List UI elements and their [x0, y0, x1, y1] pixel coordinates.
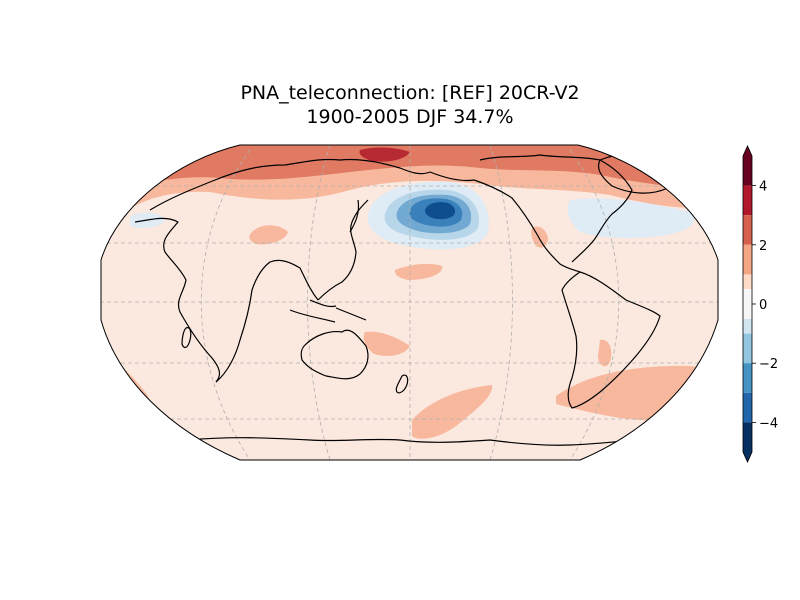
coastline-south-asia	[317, 199, 369, 301]
map-title-line2: 1900-2005 DJF 34.7%	[306, 106, 514, 128]
colorbar-tick-label: −4	[759, 416, 778, 431]
map-title-line1: PNA_teleconnection: [REF] 20CR-V2	[240, 82, 580, 104]
anomaly-patch-south-pacific-1	[363, 331, 410, 356]
coastline-australia	[300, 329, 369, 380]
coastline-new-zealand	[395, 374, 409, 394]
coastline-japan	[349, 199, 360, 233]
coastlines	[134, 152, 679, 446]
colorbar-segment	[743, 392, 752, 423]
colorbar-tick-label: 0	[759, 298, 767, 313]
colorbar-segment	[743, 244, 752, 275]
colorbar-tick-label: 2	[759, 239, 767, 254]
arctic-strong-anomaly	[359, 147, 410, 162]
arctic-mid-anomaly	[101, 145, 718, 195]
coastline-south-america	[561, 271, 661, 409]
anomaly-patch-south-pacific-2	[412, 385, 493, 439]
coastline-north-america	[429, 171, 581, 273]
coastline-antarctica	[189, 437, 661, 446]
colorbar-segment	[743, 274, 752, 290]
anomaly-patch-asia	[249, 225, 288, 245]
colorbar-tick-label: −2	[759, 357, 778, 372]
anomaly-patch-pacific	[394, 263, 443, 280]
colorbar-segment	[743, 185, 752, 216]
colorbar-outline	[742, 145, 753, 463]
colorbar-segment	[743, 333, 752, 364]
globe-outline	[100, 144, 719, 461]
colorbar-segment	[743, 318, 752, 334]
coastline-canada	[479, 154, 633, 263]
colorbar-segment	[743, 289, 752, 319]
colorbar: 4 2 0 −2 −4	[742, 145, 778, 463]
colorbar-tick-label: 4	[759, 180, 767, 195]
colorbar-segment	[743, 422, 752, 452]
coastline-eurasia-north	[149, 158, 431, 211]
colorbar-segment	[743, 156, 752, 186]
coastline-africa-east	[215, 259, 319, 383]
colorbar-extend-min	[743, 452, 752, 462]
graticule	[101, 145, 718, 460]
coastline-indonesia	[289, 299, 367, 323]
colorbar-segment	[743, 215, 752, 245]
coastline-europe-africa	[134, 217, 221, 383]
coastline-madagascar	[181, 327, 192, 349]
colorbar-extend-max	[743, 146, 752, 156]
north-america-negative-anomaly	[567, 198, 694, 239]
anomaly-patch-south-america	[598, 339, 612, 367]
map-field	[101, 145, 718, 460]
colorbar-segment	[743, 363, 752, 393]
aleutian-contour-5	[425, 202, 456, 220]
